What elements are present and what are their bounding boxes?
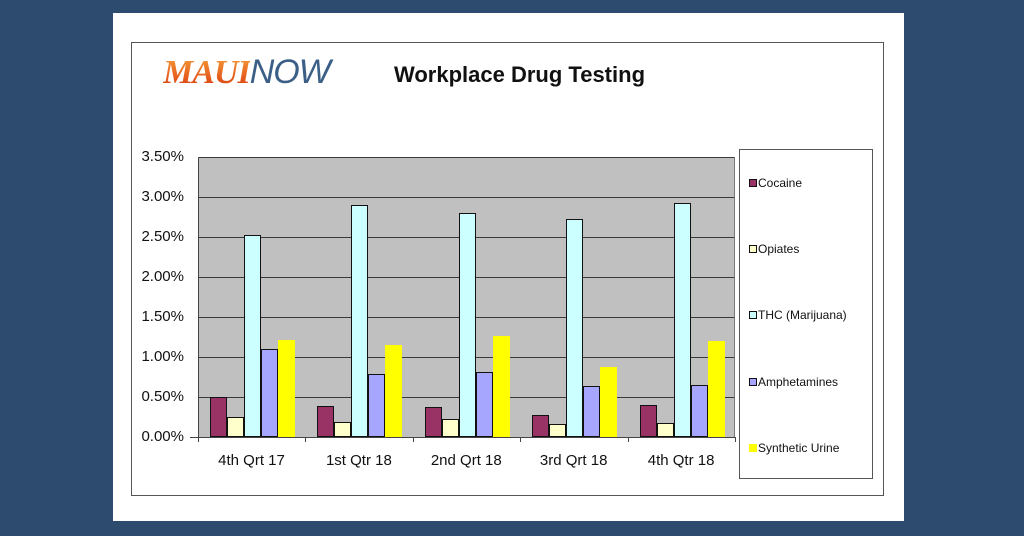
mauinow-logo: MAUINOW	[163, 52, 331, 92]
bar-thc-marijuana	[458, 213, 476, 437]
logo-maui: MAUI	[163, 54, 251, 91]
legend-label: Amphetamines	[758, 375, 839, 389]
x-tick	[520, 437, 522, 442]
y-tick-label: 0.50%	[141, 388, 184, 405]
legend-swatch-icon	[749, 179, 757, 187]
x-category-label: 1st Qtr 18	[325, 452, 392, 469]
bar-cocaine	[317, 405, 335, 437]
y-tick-label: 2.00%	[141, 268, 184, 285]
legend-label: Cocaine	[758, 176, 803, 190]
bar-amphetamines	[583, 385, 601, 437]
legend-item: Opiates	[749, 242, 799, 256]
bar-synthetic-urine	[600, 366, 618, 437]
x-tick	[627, 437, 629, 442]
x-tick	[198, 437, 199, 442]
bar-opiates	[227, 417, 244, 437]
bar-opiates	[441, 418, 459, 437]
y-tick-label: 3.50%	[141, 148, 184, 165]
y-tick-label: 1.00%	[141, 348, 184, 365]
x-tick	[412, 437, 414, 442]
gridline	[199, 157, 734, 158]
bar-thc-marijuana	[566, 218, 584, 437]
x-category-label: 2nd Qrt 18	[430, 452, 502, 469]
bar-opiates	[549, 424, 567, 437]
x-category-label: 4th Qrt 17	[218, 452, 285, 469]
x-axis-line	[190, 437, 736, 438]
bar-synthetic-urine	[707, 341, 725, 437]
bar-cocaine	[532, 415, 550, 437]
legend-item: Cocaine	[749, 176, 802, 190]
legend-item: Amphetamines	[749, 375, 838, 389]
legend-swatch-icon	[749, 378, 757, 386]
legend-item: Synthetic Urine	[749, 441, 839, 455]
bar-cocaine	[210, 397, 227, 437]
legend-swatch-icon	[749, 245, 757, 253]
legend-label: THC (Marijuana)	[758, 308, 847, 322]
y-tick-label: 1.50%	[141, 308, 184, 325]
bar-cocaine	[424, 406, 442, 437]
legend-item: THC (Marijuana)	[749, 308, 847, 322]
bar-amphetamines	[368, 373, 386, 437]
logo-now: NOW	[249, 53, 331, 91]
legend-swatch-icon	[749, 444, 757, 452]
bar-synthetic-urine	[278, 340, 295, 437]
x-category-label: 4th Qtr 18	[647, 452, 715, 469]
bar-thc-marijuana	[673, 203, 691, 437]
bar-opiates	[656, 423, 674, 437]
bar-synthetic-urine	[385, 345, 403, 437]
legend-label: Opiates	[758, 242, 800, 256]
chart-legend: Cocaine Opiates THC (Marijuana) Amphetamine…	[739, 149, 873, 479]
bar-amphetamines	[261, 349, 278, 437]
bar-opiates	[334, 421, 352, 437]
gridline	[199, 197, 734, 198]
bar-cocaine	[639, 405, 657, 437]
legend-swatch-icon	[749, 311, 757, 319]
legend-label: Synthetic Urine	[758, 441, 840, 455]
bar-amphetamines	[690, 385, 708, 437]
y-tick-label: 0.00%	[141, 428, 184, 445]
x-category-label: 3rd Qrt 18	[539, 452, 608, 469]
bar-amphetamines	[475, 372, 493, 437]
bar-thc-marijuana	[351, 205, 369, 437]
bar-synthetic-urine	[492, 336, 510, 437]
y-tick-label: 3.00%	[141, 188, 184, 205]
y-tick-label: 2.50%	[141, 228, 184, 245]
x-tick	[305, 437, 307, 442]
x-tick	[735, 437, 736, 442]
bar-thc-marijuana	[244, 235, 261, 437]
chart-title: Workplace Drug Testing	[394, 62, 646, 87]
